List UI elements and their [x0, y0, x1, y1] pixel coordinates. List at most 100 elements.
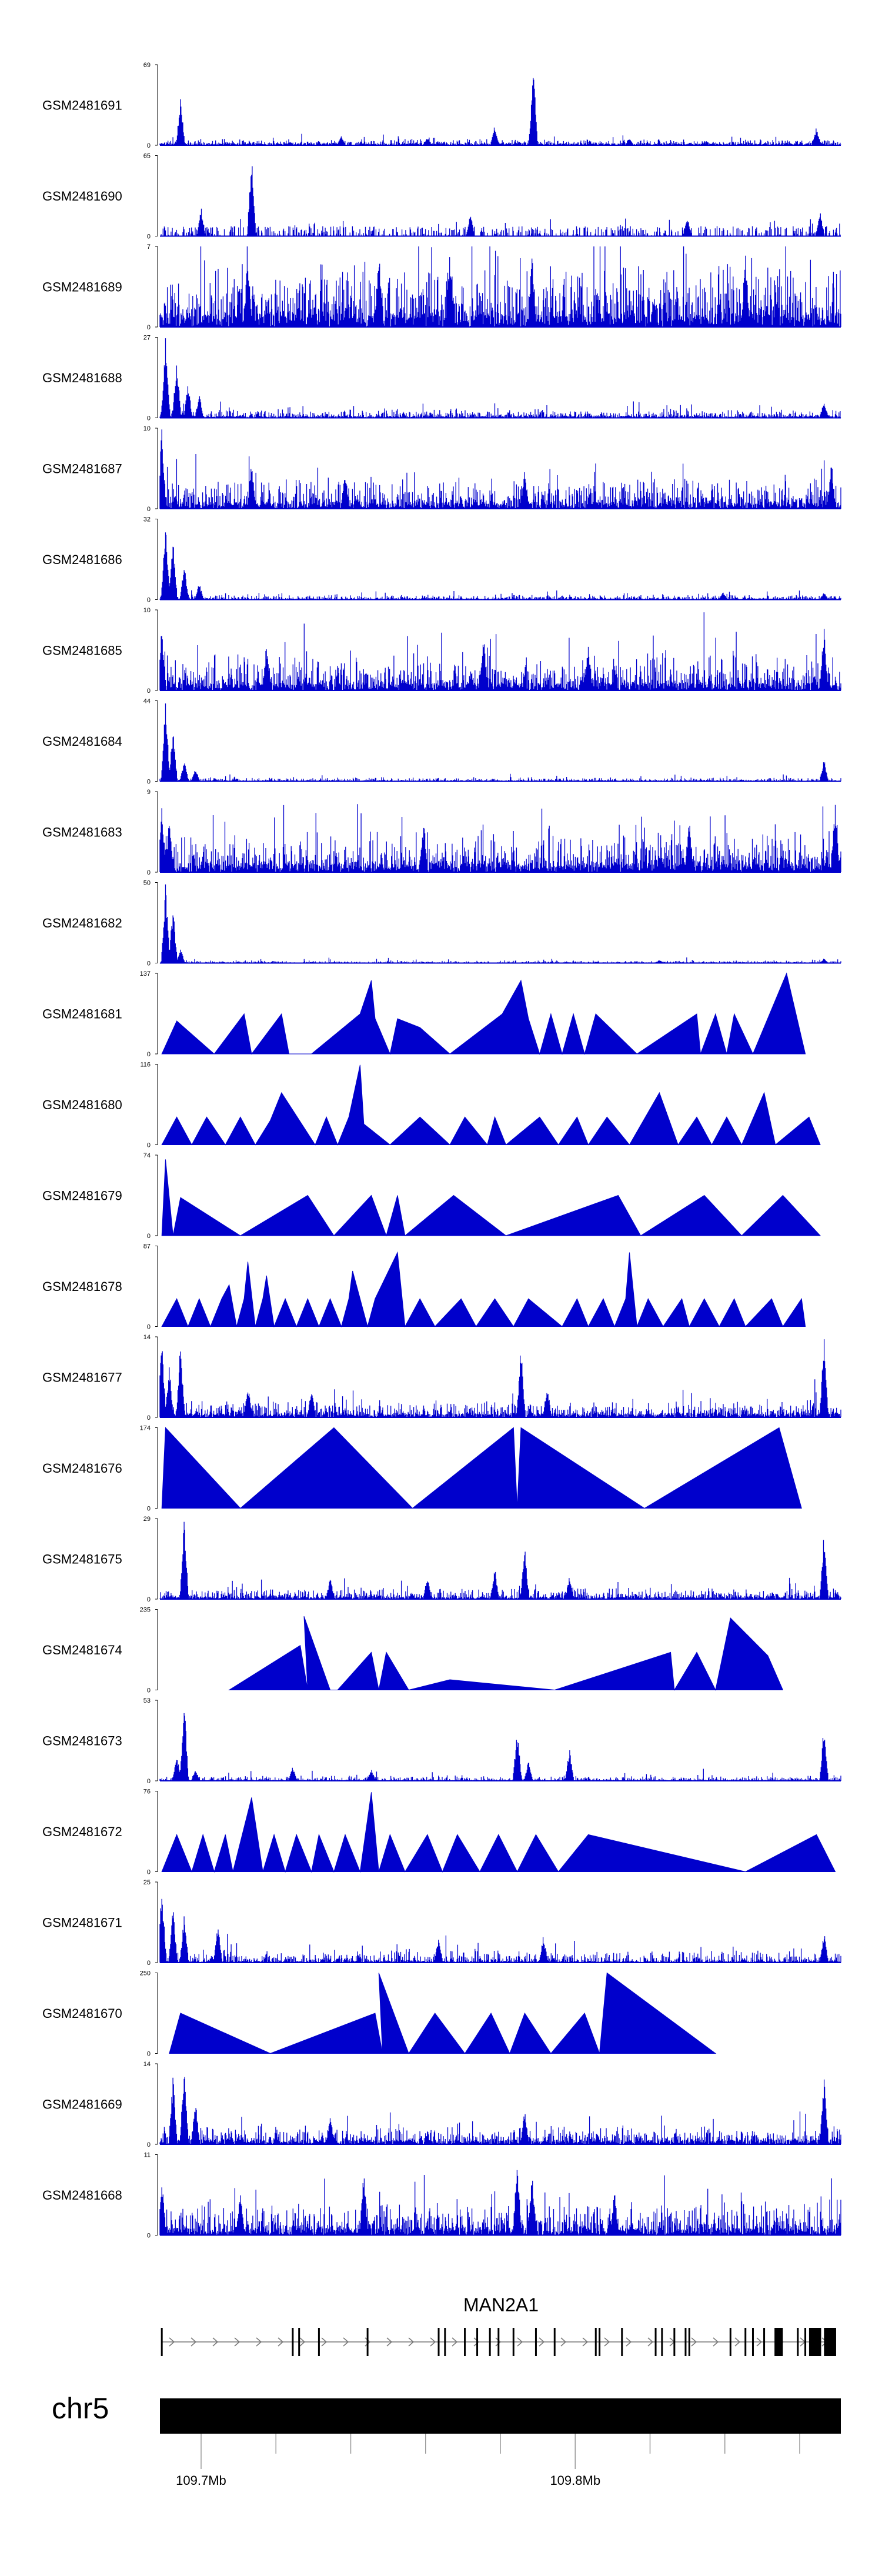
- exon: [804, 2328, 807, 2356]
- strand-chevron: [343, 2337, 349, 2347]
- track-label: GSM2481670: [42, 2006, 122, 2021]
- y-axis: 87 0: [143, 1243, 158, 1331]
- track-GSM2481681: GSM2481681 137 0: [42, 970, 806, 1058]
- y-min-label: 0: [147, 688, 151, 695]
- y-max-label: 250: [140, 1970, 151, 1977]
- coverage-bars: [159, 2170, 841, 2235]
- y-axis: 10 0: [143, 607, 158, 695]
- coverage-area: [161, 1792, 836, 1873]
- coverage-bars: [159, 703, 841, 782]
- track-label: GSM2481683: [42, 825, 122, 840]
- y-min-label: 0: [147, 1960, 151, 1967]
- coverage-bars: [159, 246, 841, 327]
- coverage-bars: [159, 429, 841, 509]
- y-max-label: 74: [143, 1152, 151, 1159]
- exon: [161, 2328, 163, 2356]
- strand-chevron: [734, 2337, 741, 2347]
- strand-chevron: [539, 2337, 545, 2347]
- y-axis: 53 0: [143, 1697, 158, 1785]
- y-max-label: 76: [143, 1788, 151, 1796]
- y-max-label: 11: [144, 2152, 151, 2159]
- y-min-label: 0: [147, 1687, 151, 1694]
- exon: [298, 2328, 300, 2356]
- strand-chevron: [647, 2337, 654, 2347]
- track-label: GSM2481678: [42, 1279, 122, 1294]
- exon: [318, 2328, 320, 2356]
- track-label: GSM2481684: [42, 734, 122, 749]
- exon: [553, 2328, 556, 2356]
- track-GSM2481670: GSM2481670 250 0: [42, 1970, 717, 2058]
- exon: [534, 2328, 537, 2356]
- exon: [512, 2328, 514, 2356]
- gene-model-track: MAN2A1: [161, 2294, 836, 2356]
- track-GSM2481671: GSM2481671 25 0: [42, 1879, 841, 1967]
- exon: [292, 2328, 294, 2356]
- y-axis: 14 0: [143, 1334, 158, 1422]
- exon: [673, 2328, 676, 2356]
- exon: [599, 2328, 601, 2356]
- track-label: GSM2481668: [42, 2188, 122, 2203]
- exon: [594, 2328, 597, 2356]
- y-axis: 74 0: [143, 1152, 158, 1240]
- track-label: GSM2481691: [42, 98, 122, 113]
- exon: [464, 2328, 466, 2356]
- track-label: GSM2481689: [42, 280, 122, 295]
- y-axis: 65 0: [143, 153, 158, 241]
- coverage-bars: [159, 78, 841, 145]
- y-min-label: 0: [147, 869, 151, 876]
- strand-chevron: [234, 2337, 240, 2347]
- track-label: GSM2481674: [42, 1643, 122, 1657]
- coverage-bars: [159, 804, 841, 872]
- track-label: GSM2481688: [42, 371, 122, 385]
- y-max-label: 25: [143, 1879, 151, 1886]
- track-GSM2481675: GSM2481675 29 0: [42, 1516, 841, 1603]
- strand-chevron: [582, 2337, 589, 2347]
- track-GSM2481684: GSM2481684 44 0: [42, 698, 841, 786]
- strand-chevron: [604, 2337, 610, 2347]
- coverage-area: [161, 1065, 821, 1146]
- y-axis: 137 0: [140, 970, 158, 1058]
- y-min-label: 0: [147, 1142, 151, 1149]
- y-axis: 69 0: [143, 62, 158, 149]
- exon: [684, 2328, 687, 2356]
- coverage-bars: [159, 532, 841, 600]
- y-max-label: 235: [140, 1607, 151, 1614]
- track-label: GSM2481687: [42, 462, 122, 476]
- track-GSM2481680: GSM2481680 116 0: [42, 1062, 821, 1149]
- strand-chevron: [191, 2337, 197, 2347]
- y-axis: 76 0: [143, 1788, 158, 1876]
- y-axis: 27 0: [143, 335, 158, 422]
- coverage-bars: [159, 2077, 841, 2144]
- strand-chevron: [212, 2337, 219, 2347]
- y-axis: 70: [147, 243, 158, 331]
- track-GSM2481691: GSM2481691 69 0: [42, 62, 841, 149]
- chromosome-band: [160, 2398, 841, 2434]
- y-axis: 11 0: [144, 2152, 158, 2240]
- y-min-label: 0: [147, 2233, 151, 2240]
- y-max-label: 87: [143, 1243, 151, 1250]
- track-GSM2481688: GSM2481688 27 0: [42, 335, 841, 422]
- y-min-label: 0: [147, 1869, 151, 1876]
- exon: [763, 2328, 766, 2356]
- exon: [661, 2328, 663, 2356]
- y-axis: 29 0: [143, 1516, 158, 1603]
- track-GSM2481690: GSM2481690 65 0: [42, 153, 841, 241]
- track-label: GSM2481680: [42, 1097, 122, 1112]
- y-min-label: 0: [147, 415, 151, 422]
- strand-chevron: [452, 2337, 458, 2347]
- y-max-label: 27: [143, 335, 151, 342]
- track-GSM2481673: GSM2481673 53 0: [42, 1697, 841, 1785]
- strand-chevron: [495, 2337, 502, 2347]
- track-label: GSM2481669: [42, 2097, 122, 2112]
- track-GSM2481674: GSM2481674 235 0: [42, 1607, 784, 1694]
- strand-chevron: [713, 2337, 719, 2347]
- track-label: GSM2481671: [42, 1916, 122, 1930]
- coverage-bars: [159, 612, 841, 690]
- strand-chevron: [430, 2337, 436, 2347]
- y-min-label: 0: [147, 1233, 151, 1240]
- y-min-label: 0: [147, 233, 151, 241]
- y-min-label: 0: [147, 1414, 151, 1422]
- track-GSM2481686: GSM2481686 32 0: [42, 516, 841, 604]
- track-label: GSM2481676: [42, 1461, 122, 1476]
- coverage-area: [161, 1427, 802, 1509]
